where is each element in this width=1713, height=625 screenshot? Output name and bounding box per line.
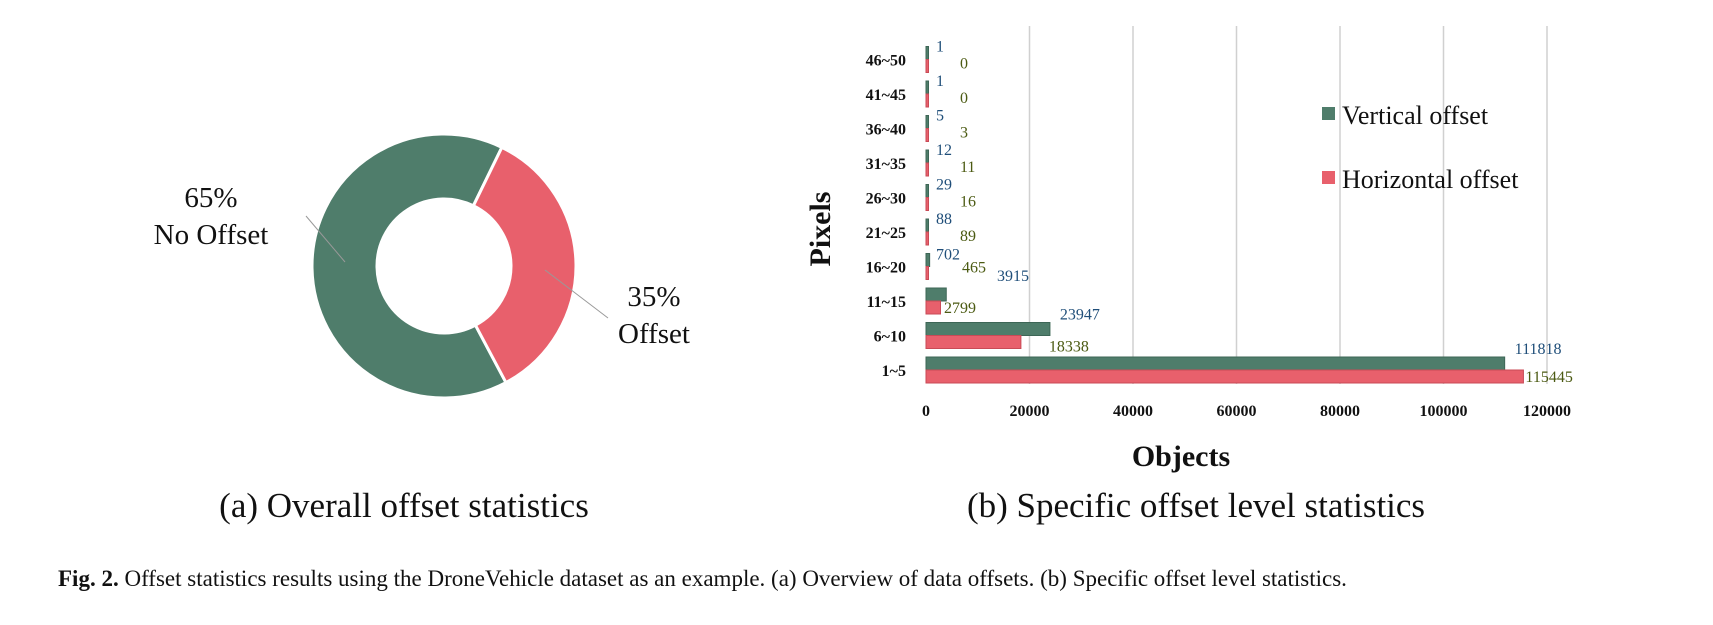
y-tick-label: 31~35 [866, 156, 906, 173]
donut-label-offset-percent: 35% [627, 281, 680, 313]
donut-leader-no-offset [305, 215, 346, 263]
x-tick-label: 80000 [1320, 403, 1360, 420]
bar-horizontal-offset [925, 335, 1022, 349]
y-tick-label: 41~45 [866, 87, 906, 104]
donut-slice-offset [471, 145, 578, 385]
y-tick-label: 16~20 [866, 260, 906, 277]
x-tick-label: 100000 [1420, 403, 1468, 420]
bar-horizontal-offset [925, 266, 929, 280]
data-label-vertical-offset: 88 [936, 211, 952, 228]
x-tick-label: 60000 [1217, 403, 1257, 420]
caption-text: Offset statistics results using the Dron… [124, 566, 1347, 591]
y-tick-label: 46~50 [866, 53, 906, 70]
data-label-horizontal-offset: 18338 [1049, 339, 1089, 356]
bar-horizontal-offset [925, 300, 941, 315]
donut-label-no-offset-percent: 65% [184, 182, 237, 214]
subtitle-b: (b) Specific offset level statistics [967, 486, 1425, 525]
bar-vertical-offset [925, 184, 929, 198]
y-tick-label: 26~30 [866, 191, 906, 208]
data-label-horizontal-offset: 0 [960, 90, 968, 107]
subtitle-a: (a) Overall offset statistics [219, 486, 589, 525]
data-label-vertical-offset: 12 [936, 142, 952, 159]
bar-horizontal-offset [925, 197, 929, 211]
data-label-vertical-offset: 5 [936, 108, 944, 125]
donut-leader-offset [544, 269, 609, 319]
data-label-horizontal-offset: 11 [960, 159, 975, 176]
axis-ticks: 0 20000 40000 60000 80000 100000 120000 1~5 6~10… [866, 53, 1571, 421]
bar-vertical-offset [925, 253, 931, 267]
bar-horizontal-offset [925, 369, 1524, 384]
data-label-horizontal-offset: 115445 [1525, 369, 1572, 386]
data-label-vertical-offset: 702 [936, 247, 960, 264]
data-label-vertical-offset: 1 [936, 39, 944, 56]
x-tick-label: 0 [922, 403, 930, 420]
y-axis-title: Pixels [804, 192, 837, 267]
grid-lines [1028, 26, 1548, 384]
bar-vertical-offset [925, 218, 929, 233]
data-label-vertical-offset: 23947 [1060, 307, 1100, 324]
x-axis-title: Objects [1132, 440, 1230, 473]
bar-vertical-offset [925, 322, 1051, 336]
bar-vertical-offset [925, 80, 929, 95]
legend-label-vertical: Vertical offset [1342, 101, 1489, 130]
y-tick-label: 1~5 [882, 363, 906, 380]
bar-horizontal-offset [925, 162, 929, 177]
data-label-horizontal-offset: 3 [960, 125, 968, 142]
bar-vertical-offset [925, 115, 929, 129]
data-label-vertical-offset: 29 [936, 177, 952, 194]
legend-swatch-vertical [1322, 107, 1335, 120]
bar-horizontal-offset [925, 128, 929, 142]
data-label-horizontal-offset: 0 [960, 56, 968, 73]
donut-chart [310, 132, 578, 400]
bar-vertical-offset [925, 149, 929, 164]
donut-label-no-offset-name: No Offset [154, 219, 269, 251]
x-tick-label: 40000 [1113, 403, 1153, 420]
data-label-horizontal-offset: 89 [960, 228, 976, 245]
y-tick-label: 36~40 [866, 122, 906, 139]
x-tick-label: 120000 [1523, 403, 1571, 420]
data-label-vertical-offset: 1 [936, 73, 944, 90]
donut-label-offset-name: Offset [618, 318, 690, 350]
figure-caption: Fig. 2. Offset statistics results using … [58, 566, 1678, 592]
legend: Vertical offset Horizontal offset [1322, 101, 1519, 194]
data-label-horizontal-offset: 465 [962, 260, 986, 277]
legend-label-horizontal: Horizontal offset [1342, 165, 1519, 194]
y-tick-label: 11~15 [867, 294, 906, 311]
data-label-vertical-offset: 3915 [997, 268, 1029, 285]
x-tick-label: 20000 [1010, 403, 1050, 420]
bar-horizontal-offset [925, 93, 929, 108]
y-tick-label: 21~25 [866, 225, 906, 242]
data-label-horizontal-offset: 2799 [944, 300, 976, 317]
bar-vertical-offset [925, 46, 929, 60]
donut-slice-no-offset [310, 132, 509, 400]
bar-horizontal-offset [925, 231, 929, 246]
data-label-vertical-offset: 111818 [1515, 341, 1562, 358]
bar-horizontal-offset [925, 59, 929, 73]
data-label-horizontal-offset: 16 [960, 194, 976, 211]
bar-vertical-offset [925, 356, 1506, 371]
caption-label: Fig. 2. [58, 566, 119, 591]
legend-swatch-horizontal [1322, 171, 1335, 184]
y-tick-label: 6~10 [874, 329, 906, 346]
